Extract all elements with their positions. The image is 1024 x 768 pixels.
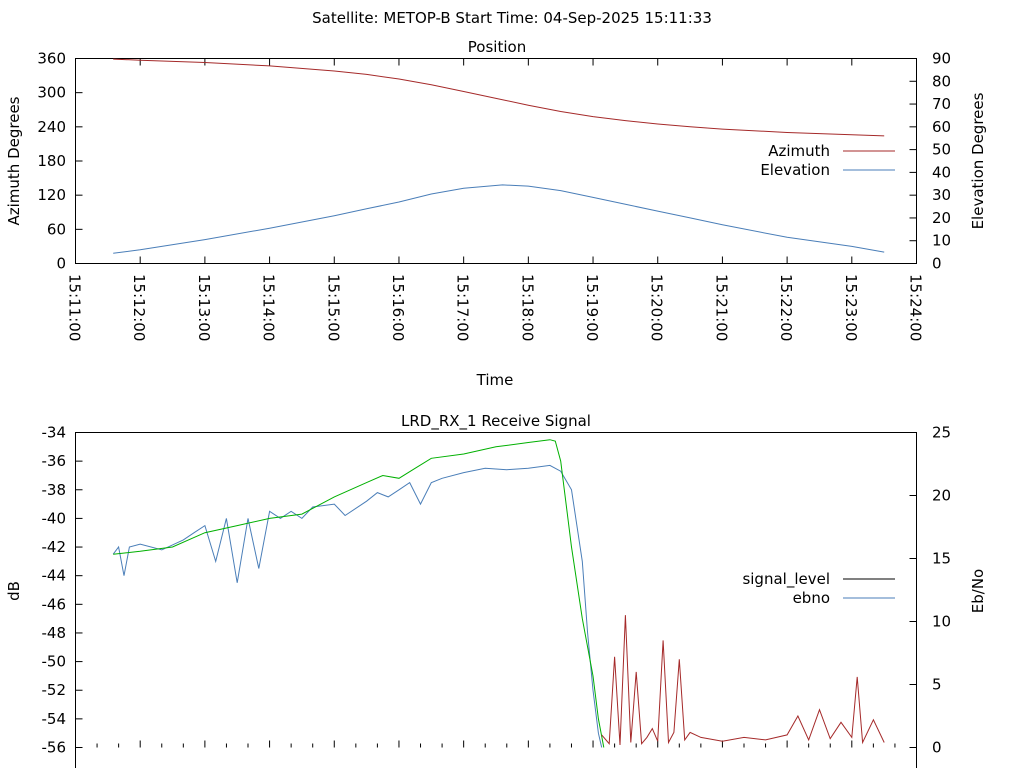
db-tick-label: -34	[42, 424, 67, 442]
ebno-tick-label: 5	[932, 676, 942, 694]
elevation-tick-label: 70	[932, 95, 951, 113]
db-tick-label: -46	[42, 595, 67, 613]
time-tick-label: 15:22:00	[777, 274, 795, 341]
azimuth-tick-label: 360	[37, 50, 66, 68]
ebno-axis-label: Eb/No	[969, 569, 987, 613]
db-tick-label: -52	[42, 681, 67, 699]
time-tick-label: 15:17:00	[454, 274, 472, 341]
db-tick-label: -48	[42, 624, 67, 642]
azimuth-tick-label: 60	[47, 220, 66, 238]
elevation-tick-label: 30	[932, 186, 951, 204]
legend-label-azimuth: Azimuth	[768, 142, 830, 160]
elevation-tick-label: 90	[932, 50, 951, 68]
series-eb-no-trace-line	[601, 615, 885, 746]
time-tick-label: 15:12:00	[130, 274, 148, 341]
ebno-tick-label: 25	[932, 424, 951, 442]
db-tick-label: -54	[42, 710, 67, 728]
db-tick-label: -40	[42, 509, 67, 527]
position-legend: Azimuth Elevation	[760, 142, 895, 179]
position-chart: Position Time Azimuth Degrees Elevation …	[5, 38, 987, 389]
time-tick-label: 15:20:00	[648, 274, 666, 341]
azimuth-tick-label: 180	[37, 152, 66, 170]
legend-label-elevation: Elevation	[760, 161, 830, 179]
time-tick-label: 15:11:00	[66, 274, 84, 341]
signal-plot-frame	[75, 432, 917, 768]
series-azimuth-line	[113, 58, 885, 137]
series-elevation-line	[113, 184, 885, 254]
time-tick-label: 15:16:00	[389, 274, 407, 341]
signal-legend: signal_level ebno	[742, 570, 895, 607]
time-tick-label: 15:13:00	[195, 274, 213, 341]
figure-title: Satellite: METOP-B Start Time: 04-Sep-20…	[312, 9, 712, 27]
ebno-tick-label: 20	[932, 487, 951, 505]
ebno-tick-label: 15	[932, 550, 951, 568]
elevation-tick-label: 20	[932, 209, 951, 227]
elevation-tick-label: 80	[932, 72, 951, 90]
series-ebno-trace-line	[112, 464, 603, 748]
db-tick-label: -44	[42, 567, 67, 585]
receive-signal-chart: LRD_RX_1 Receive Signal dB Eb/No -34 -36 -…	[5, 412, 987, 768]
elevation-tick-label: 60	[932, 118, 951, 136]
time-tick-label: 15:23:00	[842, 274, 860, 341]
elevation-axis-label: Elevation Degrees	[969, 92, 987, 229]
position-chart-title: Position	[468, 38, 526, 56]
db-tick-label: -36	[42, 452, 67, 470]
ebno-tick-label: 10	[932, 613, 951, 631]
ebno-tick-label: 0	[932, 739, 942, 757]
elevation-tick-label: 50	[932, 141, 951, 159]
azimuth-axis-label: Azimuth Degrees	[5, 96, 23, 225]
time-tick-label: 15:19:00	[583, 274, 601, 341]
series-signal-trace-line	[113, 439, 605, 748]
azimuth-tick-label: 0	[56, 255, 66, 273]
elevation-tick-label: 0	[932, 255, 942, 273]
db-tick-label: -56	[42, 739, 67, 757]
time-tick-label: 15:24:00	[907, 274, 925, 341]
db-axis-label: dB	[5, 581, 23, 601]
time-tick-label: 15:14:00	[260, 274, 278, 341]
azimuth-tick-label: 120	[37, 186, 66, 204]
legend-label-ebno: ebno	[793, 589, 830, 607]
elevation-tick-label: 10	[932, 232, 951, 250]
legend-label-signal-level: signal_level	[742, 570, 830, 589]
azimuth-tick-label: 240	[37, 118, 66, 136]
time-tick-label: 15:15:00	[324, 274, 342, 341]
elevation-tick-label: 40	[932, 163, 951, 181]
db-tick-label: -50	[42, 653, 67, 671]
position-x-axis-label: Time	[476, 371, 514, 389]
db-tick-label: -42	[42, 538, 67, 556]
time-tick-label: 15:21:00	[712, 274, 730, 341]
azimuth-tick-label: 300	[37, 84, 66, 102]
time-tick-label: 15:18:00	[518, 274, 536, 341]
receive-signal-chart-title: LRD_RX_1 Receive Signal	[401, 412, 591, 431]
db-tick-label: -38	[42, 481, 67, 499]
